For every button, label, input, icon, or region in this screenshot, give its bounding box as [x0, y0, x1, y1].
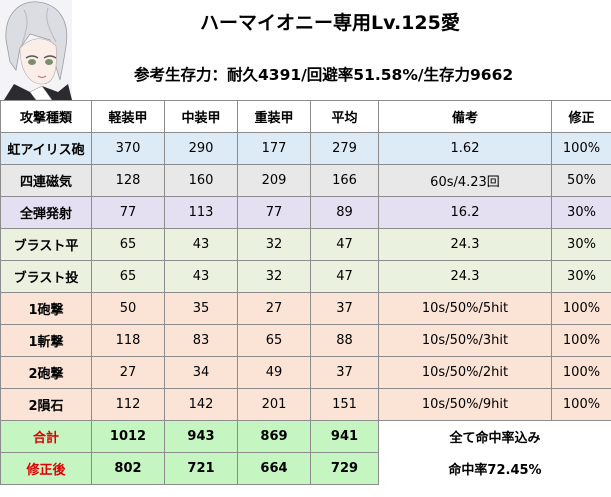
modifier-value: 30% — [551, 260, 611, 293]
light-value: 370 — [91, 132, 165, 165]
table-row: 2砲撃 27 34 49 37 10s/50%/2hit 100% — [0, 356, 611, 389]
total-label: 合計 — [0, 420, 92, 453]
average-value: 166 — [310, 164, 379, 197]
modifier-value: 100% — [551, 292, 611, 325]
note-value: 10s/50%/3hit — [378, 324, 552, 357]
adjusted-label: 修正後 — [0, 452, 92, 485]
total-average: 941 — [310, 420, 379, 453]
average-value: 47 — [310, 228, 379, 261]
attack-name: ブラスト投 — [0, 260, 92, 293]
medium-value: 290 — [164, 132, 238, 165]
attack-name: 1斬撃 — [0, 324, 92, 357]
character-portrait — [0, 0, 72, 100]
total-heavy: 869 — [237, 420, 311, 453]
modifier-value: 30% — [551, 196, 611, 229]
light-value: 50 — [91, 292, 165, 325]
medium-value: 43 — [164, 228, 238, 261]
average-value: 47 — [310, 260, 379, 293]
table-row: ブラスト投 65 43 32 47 24.3 30% — [0, 260, 611, 293]
average-value: 89 — [310, 196, 379, 229]
heavy-value: 32 — [237, 260, 311, 293]
average-value: 37 — [310, 356, 379, 389]
light-value: 112 — [91, 388, 165, 421]
modifier-value: 100% — [551, 388, 611, 421]
total-light: 1012 — [91, 420, 165, 453]
note-value: 10s/50%/9hit — [378, 388, 552, 421]
attack-name: 全弾発射 — [0, 196, 92, 229]
total-medium: 943 — [164, 420, 238, 453]
average-value: 88 — [310, 324, 379, 357]
medium-value: 34 — [164, 356, 238, 389]
damage-table: 攻撃種類 軽装甲 中装甲 重装甲 平均 備考 修正 虹アイリス砲 370 290… — [0, 100, 611, 485]
header-light-armor: 軽装甲 — [91, 100, 165, 133]
note-value: 16.2 — [378, 196, 552, 229]
adjusted-heavy: 664 — [237, 452, 311, 485]
header-average: 平均 — [310, 100, 379, 133]
adjusted-note: 命中率72.45% — [378, 452, 611, 485]
header-attack-type: 攻撃種類 — [0, 100, 92, 133]
table-row: 虹アイリス砲 370 290 177 279 1.62 100% — [0, 132, 611, 165]
note-value: 10s/50%/5hit — [378, 292, 552, 325]
attack-name: 四連磁気 — [0, 164, 92, 197]
modifier-value: 100% — [551, 356, 611, 389]
header-row: 攻撃種類 軽装甲 中装甲 重装甲 平均 備考 修正 — [0, 100, 611, 133]
note-value: 1.62 — [378, 132, 552, 165]
note-value: 24.3 — [378, 260, 552, 293]
heavy-value: 27 — [237, 292, 311, 325]
table-row: 全弾発射 77 113 77 89 16.2 30% — [0, 196, 611, 229]
average-value: 279 — [310, 132, 379, 165]
medium-value: 35 — [164, 292, 238, 325]
header-medium-armor: 中装甲 — [164, 100, 238, 133]
header-heavy-armor: 重装甲 — [237, 100, 311, 133]
table-row: ブラスト平 65 43 32 47 24.3 30% — [0, 228, 611, 261]
note-value: 10s/50%/2hit — [378, 356, 552, 389]
heavy-value: 65 — [237, 324, 311, 357]
note-value: 60s/4.23回 — [378, 164, 552, 197]
medium-value: 142 — [164, 388, 238, 421]
modifier-value: 100% — [551, 132, 611, 165]
light-value: 77 — [91, 196, 165, 229]
adjusted-row: 修正後 802 721 664 729 命中率72.45% — [0, 452, 611, 485]
light-value: 27 — [91, 356, 165, 389]
medium-value: 83 — [164, 324, 238, 357]
heavy-value: 49 — [237, 356, 311, 389]
attack-name: 虹アイリス砲 — [0, 132, 92, 165]
light-value: 118 — [91, 324, 165, 357]
note-value: 24.3 — [378, 228, 552, 261]
average-value: 151 — [310, 388, 379, 421]
light-value: 128 — [91, 164, 165, 197]
attack-name: ブラスト平 — [0, 228, 92, 261]
attack-name: 2砲撃 — [0, 356, 92, 389]
heavy-value: 177 — [237, 132, 311, 165]
page-subtitle: 参考生存力：耐久4391/回避率51.58%/生存力9662 — [134, 66, 514, 84]
table-row: 四連磁気 128 160 209 166 60s/4.23回 50% — [0, 164, 611, 197]
total-row: 合計 1012 943 869 941 全て命中率込み — [0, 420, 611, 453]
light-value: 65 — [91, 228, 165, 261]
light-value: 65 — [91, 260, 165, 293]
heavy-value: 209 — [237, 164, 311, 197]
modifier-value: 30% — [551, 228, 611, 261]
medium-value: 113 — [164, 196, 238, 229]
header-modifier: 修正 — [551, 100, 611, 133]
table-row: 2隕石 112 142 201 151 10s/50%/9hit 100% — [0, 388, 611, 421]
table-row: 1砲撃 50 35 27 37 10s/50%/5hit 100% — [0, 292, 611, 325]
attack-name: 1砲撃 — [0, 292, 92, 325]
modifier-value: 100% — [551, 324, 611, 357]
medium-value: 43 — [164, 260, 238, 293]
heavy-value: 32 — [237, 228, 311, 261]
page-title: ハーマイオニー専用Lv.125愛 — [200, 12, 460, 34]
heavy-value: 201 — [237, 388, 311, 421]
medium-value: 160 — [164, 164, 238, 197]
modifier-value: 50% — [551, 164, 611, 197]
table-row: 1斬撃 118 83 65 88 10s/50%/3hit 100% — [0, 324, 611, 357]
heavy-value: 77 — [237, 196, 311, 229]
header-note: 備考 — [378, 100, 552, 133]
total-note: 全て命中率込み — [378, 420, 611, 453]
adjusted-medium: 721 — [164, 452, 238, 485]
attack-name: 2隕石 — [0, 388, 92, 421]
adjusted-average: 729 — [310, 452, 379, 485]
average-value: 37 — [310, 292, 379, 325]
adjusted-light: 802 — [91, 452, 165, 485]
